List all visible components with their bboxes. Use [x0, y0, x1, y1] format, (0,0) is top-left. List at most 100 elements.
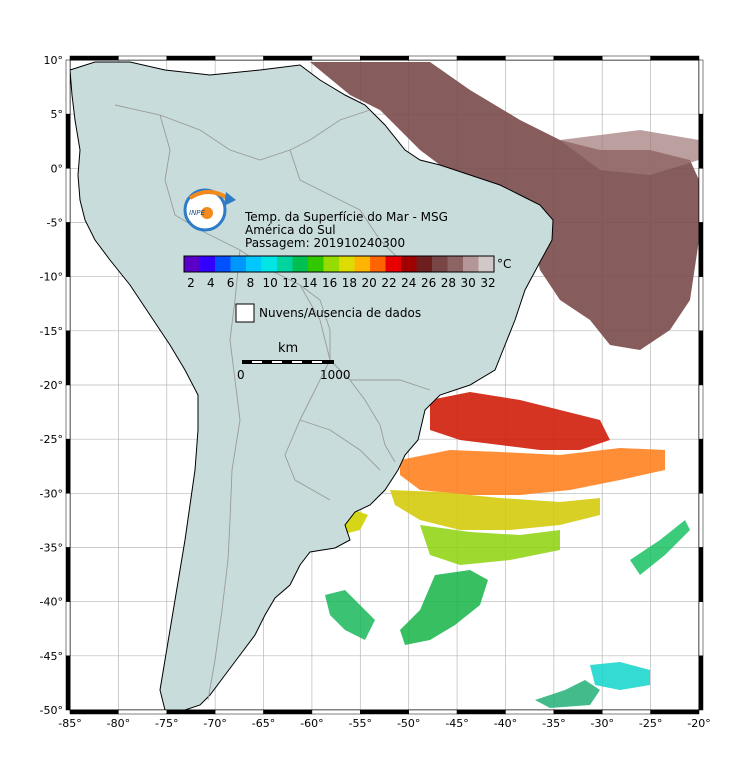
longitude-tick-label: -25°: [639, 717, 662, 730]
latitude-labels: 10° 5° 0° -5° -10° -15° -20° -25° -30° -35° -40° -4…: [40, 54, 63, 717]
sst-bands: [310, 62, 699, 708]
colorbar-tick-label: 28: [441, 276, 456, 290]
colorbar-tick-label: 20: [362, 276, 377, 290]
frame-segment-bottom: [360, 709, 409, 715]
frame-segment-right: [698, 168, 704, 223]
colorbar: [183, 255, 495, 273]
frame-segment-right: [698, 438, 704, 494]
longitude-tick-label: -75°: [155, 717, 178, 730]
colorbar-swatch: [199, 256, 216, 272]
frame-segment-bottom: [263, 709, 313, 715]
frame-segment-left: [65, 655, 71, 711]
colorbar-swatch: [478, 256, 495, 272]
frame-segment-top: [650, 55, 700, 61]
colorbar-tick-label: 8: [247, 276, 255, 290]
colorbar-swatch: [463, 256, 479, 272]
sst-band-yellow: [390, 490, 600, 530]
frame-segment-right: [698, 493, 704, 548]
no-data-swatch: [235, 303, 255, 323]
frame-segment-left: [65, 113, 71, 169]
latitude-tick-label: -10°: [40, 271, 63, 284]
latitude-tick-label: -40°: [40, 596, 63, 609]
frame-segment-top: [69, 55, 119, 61]
colorbar-swatch: [184, 256, 200, 272]
latitude-tick-label: -30°: [40, 487, 63, 500]
scale-bar: km 0 1000: [237, 341, 351, 382]
colorbar-outline: [183, 255, 495, 273]
frame-segment-top: [263, 55, 313, 61]
sst-band-green-east: [630, 520, 690, 575]
longitude-tick-label: -35°: [542, 717, 565, 730]
frame-segment-bottom: [505, 709, 555, 715]
country-borders: [114, 104, 431, 701]
frame-segment-bottom: [601, 709, 651, 715]
sst-band-green-south: [535, 680, 600, 708]
frame-segment-top: [456, 55, 506, 61]
frame-segment-bottom: [166, 709, 216, 715]
colorbar-swatch: [416, 256, 433, 272]
scale-bar-unit: km: [278, 341, 298, 356]
frame-segment-left: [65, 384, 71, 440]
latitude-tick-label: -15°: [40, 325, 63, 338]
frame-segment-bottom: [311, 709, 361, 715]
colorbar-swatch: [246, 256, 262, 272]
colorbar-swatch: [432, 256, 448, 272]
frame-segment-left: [65, 601, 71, 657]
frame-segment-top: [118, 55, 168, 61]
colorbar-unit: °C: [497, 257, 511, 271]
frame-segment-right: [698, 330, 704, 386]
colorbar-swatch: [323, 256, 340, 272]
frame-segment-bottom: [408, 709, 458, 715]
sst-band-red: [430, 392, 610, 450]
frame-segment-right: [698, 655, 704, 711]
scale-bar-end: 1000: [320, 368, 351, 382]
sst-band-north-light: [560, 130, 699, 175]
longitude-tick-label: -80°: [107, 717, 130, 730]
longitude-tick-label: -45°: [445, 717, 468, 730]
colorbar-tick-label: 26: [421, 276, 436, 290]
latitude-tick-label: -50°: [40, 704, 63, 717]
title-line1: Temp. da Superfície do Mar - MSG: [244, 210, 448, 224]
longitude-tick-label: -60°: [300, 717, 323, 730]
longitude-tick-label: -85°: [58, 717, 81, 730]
frame-segment-top: [166, 55, 216, 61]
frame-segment-top: [505, 55, 555, 61]
longitude-tick-label: -50°: [397, 717, 420, 730]
longitude-tick-label: -70°: [203, 717, 226, 730]
title-line2: América do Sul: [245, 223, 336, 237]
colorbar-tick-label: 10: [263, 276, 278, 290]
colorbar-tick-label: 12: [282, 276, 297, 290]
inpe-logo: INPE: [183, 188, 236, 232]
frame-segment-top: [553, 55, 603, 61]
frame-segment-bottom: [214, 709, 264, 715]
latitude-tick-label: -35°: [40, 542, 63, 555]
colorbar-swatch: [230, 256, 247, 272]
frame-segment-right: [698, 384, 704, 440]
colorbar-tick-label: 2: [187, 276, 195, 290]
frame-segment-left: [65, 438, 71, 494]
latitude-tick-label: 10°: [44, 54, 64, 67]
frame-segment-left: [65, 59, 71, 115]
colorbar-tick-label: 6: [227, 276, 235, 290]
sst-band-north: [310, 62, 699, 350]
colorbar-swatch: [277, 256, 293, 272]
colorbar-tick-label: 22: [381, 276, 396, 290]
sst-band-orange: [400, 448, 665, 495]
longitude-labels: -85° -80° -75° -70° -65° -60° -55° -50° -45° -40°…: [58, 717, 710, 730]
frame-segment-left: [65, 168, 71, 223]
longitude-tick-label: -30°: [590, 717, 613, 730]
colorbar-tick-label: 14: [302, 276, 317, 290]
frame-segment-left: [65, 547, 71, 602]
colorbar-swatch: [447, 256, 464, 272]
frame-segment-top: [214, 55, 264, 61]
longitude-tick-label: -40°: [494, 717, 517, 730]
colorbar-swatch: [339, 256, 355, 272]
colorbar-swatch: [261, 256, 278, 272]
latitude-tick-label: -5°: [47, 217, 63, 230]
colorbar-tick-label: 16: [322, 276, 337, 290]
frame-segment-top: [601, 55, 651, 61]
sst-band-green-west: [325, 590, 375, 640]
frame-segment-right: [698, 276, 704, 332]
colorbar-tick-label: 24: [401, 276, 416, 290]
